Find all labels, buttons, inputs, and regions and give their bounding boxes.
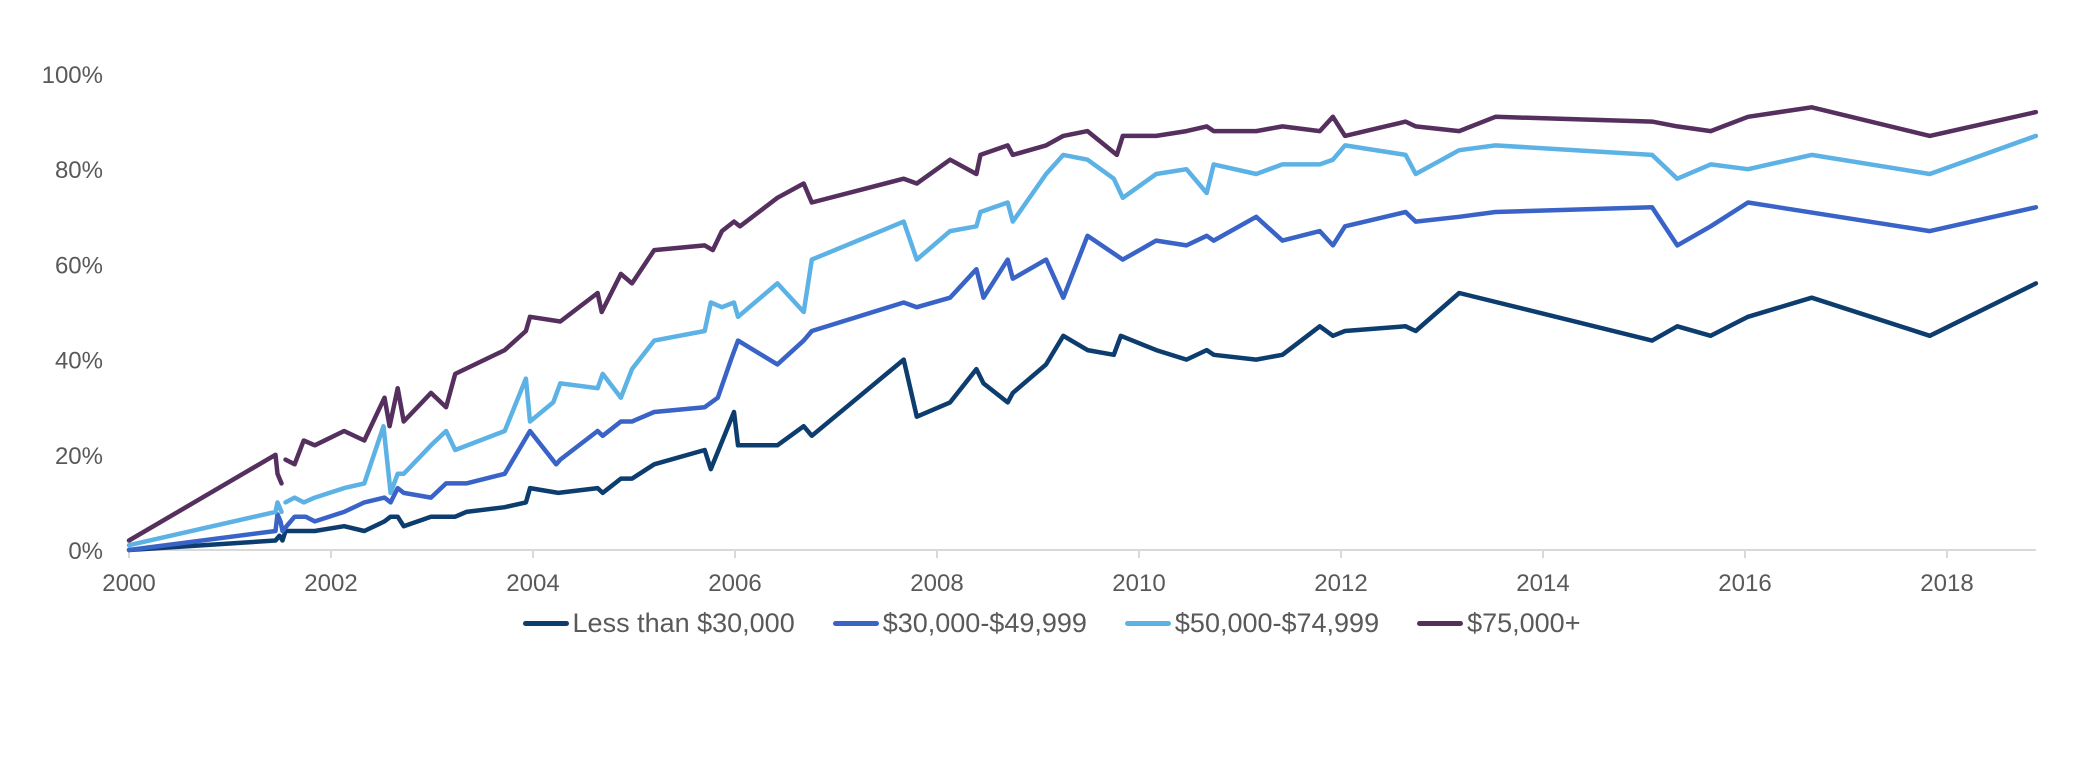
- legend-label: $30,000-$49,999: [882, 608, 1087, 638]
- x-tick-label: 2000: [102, 570, 155, 597]
- legend-swatch: [522, 621, 569, 626]
- legend-item: $50,000-$74,999: [1124, 608, 1380, 639]
- y-axis: 0% 20% 40% 60% 80% 100%: [42, 62, 103, 565]
- legend-swatch: [832, 621, 879, 626]
- x-axis: 2000 2002 2004 2006 2008 2010 2012 2014 2016 2018: [102, 549, 2036, 597]
- legend-item: $30,000-$49,999: [832, 608, 1087, 639]
- series-line-3: [126, 105, 2039, 543]
- series-lines: [126, 105, 2039, 553]
- y-tick-label: 60%: [55, 252, 103, 279]
- x-tick-label: 2012: [1314, 570, 1367, 597]
- y-tick-label: 20%: [55, 443, 103, 470]
- y-tick-label: 0%: [68, 538, 103, 565]
- legend-swatch: [1124, 621, 1171, 626]
- x-tick-label: 2014: [1516, 570, 1569, 597]
- y-tick-label: 40%: [55, 348, 103, 375]
- y-tick-label: 80%: [55, 157, 103, 184]
- legend: Less than $30,000 $30,000-$49,999 $50,000-…: [0, 608, 2083, 639]
- x-tick-label: 2016: [1718, 570, 1771, 597]
- y-tick-label: 100%: [42, 62, 103, 89]
- x-tick-label: 2006: [708, 570, 761, 597]
- legend-item: $75,000+: [1417, 608, 1580, 639]
- series-line-2: [126, 133, 2039, 548]
- series-line-0: [126, 281, 2039, 553]
- x-tick-label: 2018: [1920, 570, 1973, 597]
- legend-item: Less than $30,000: [522, 608, 795, 639]
- x-tick-label: 2008: [910, 570, 963, 597]
- line-chart: 0%20%40%60%80%100% 2000 2002 2004 2006 2008 2…: [42, 62, 2039, 597]
- series-line-1: [126, 200, 2039, 553]
- legend-label: $50,000-$74,999: [1174, 608, 1380, 638]
- x-tick-label: 2004: [506, 570, 559, 597]
- legend-label: Less than $30,000: [572, 608, 795, 638]
- legend-swatch: [1417, 621, 1464, 626]
- x-tick-label: 2010: [1112, 570, 1165, 597]
- legend-label: $75,000+: [1467, 608, 1581, 638]
- x-tick-label: 2002: [304, 570, 357, 597]
